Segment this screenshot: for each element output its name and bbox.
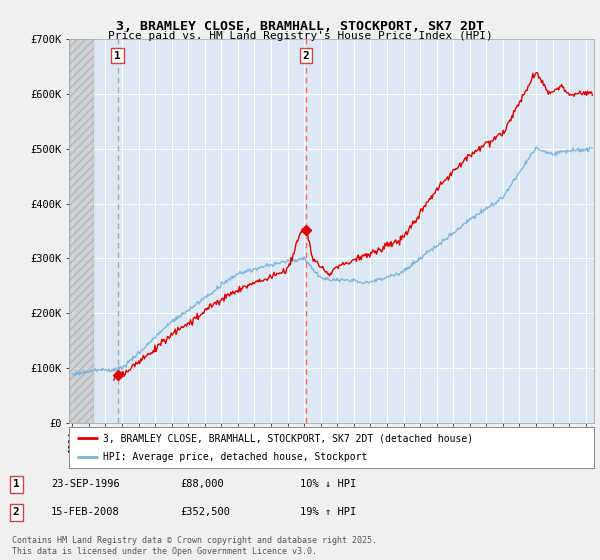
Text: 1: 1 [114,51,121,60]
Text: 3, BRAMLEY CLOSE, BRAMHALL, STOCKPORT, SK7 2DT: 3, BRAMLEY CLOSE, BRAMHALL, STOCKPORT, S… [116,20,484,32]
Bar [69,39,94,423]
Text: £352,500: £352,500 [180,507,230,517]
Text: Contains HM Land Registry data © Crown copyright and database right 2025.
This d: Contains HM Land Registry data © Crown c… [12,536,377,556]
Text: 2: 2 [303,51,310,60]
Text: HPI: Average price, detached house, Stockport: HPI: Average price, detached house, Stoc… [103,452,367,462]
Text: 15-FEB-2008: 15-FEB-2008 [51,507,120,517]
Text: 1: 1 [13,479,20,489]
Text: Price paid vs. HM Land Registry's House Price Index (HPI): Price paid vs. HM Land Registry's House … [107,31,493,41]
Text: £88,000: £88,000 [180,479,224,489]
Text: 23-SEP-1996: 23-SEP-1996 [51,479,120,489]
Text: 3, BRAMLEY CLOSE, BRAMHALL, STOCKPORT, SK7 2DT (detached house): 3, BRAMLEY CLOSE, BRAMHALL, STOCKPORT, S… [103,433,473,443]
Text: 2: 2 [13,507,20,517]
Text: 10% ↓ HPI: 10% ↓ HPI [300,479,356,489]
Text: 19% ↑ HPI: 19% ↑ HPI [300,507,356,517]
